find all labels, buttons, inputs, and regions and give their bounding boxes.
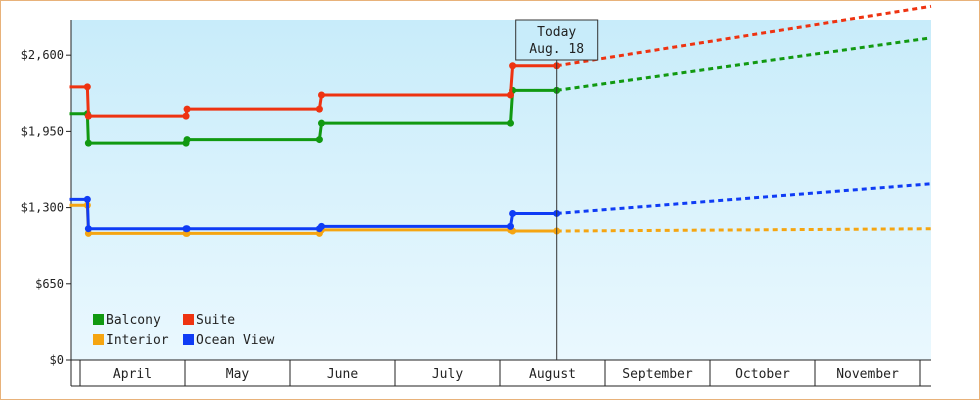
axes: $0 $650 $1,300 $1,950 $2,600 April May June July… xyxy=(21,20,931,387)
data-point-balcony xyxy=(84,139,92,147)
data-point-suite xyxy=(315,105,323,113)
month-label: June xyxy=(327,367,358,382)
month-label: August xyxy=(529,367,576,382)
legend-swatch-suite xyxy=(183,314,194,325)
today-marker: Today Aug. 18 xyxy=(515,19,599,360)
data-point-balcony xyxy=(507,119,514,127)
plot-area xyxy=(71,20,931,360)
series-lines xyxy=(69,4,932,237)
y-tick-label: $1,950 xyxy=(21,124,64,138)
data-point-suite xyxy=(83,83,91,91)
series-suite xyxy=(69,4,932,120)
legend-label-interior: Interior xyxy=(106,333,169,348)
legend-label-balcony: Balcony xyxy=(106,313,161,328)
series-line-ocean-view xyxy=(69,197,557,231)
y-tick-label: $0 xyxy=(50,353,64,367)
data-point-suite xyxy=(183,105,191,113)
month-label: July xyxy=(432,367,463,382)
projection-line-suite xyxy=(556,4,932,68)
data-point-suite xyxy=(182,112,190,120)
data-point-suite xyxy=(84,112,92,120)
y-tick-label: $2,600 xyxy=(21,48,64,62)
data-point-balcony xyxy=(318,119,325,127)
data-point-suite xyxy=(509,62,517,70)
series-line-balcony xyxy=(69,88,557,145)
legend-swatch-balcony xyxy=(93,314,104,325)
month-label: October xyxy=(735,367,790,382)
series-ocean-view xyxy=(69,182,932,233)
legend-label-suite: Suite xyxy=(196,313,235,328)
data-point-suite xyxy=(507,91,514,99)
legend: Balcony Suite Interior Ocean View xyxy=(93,313,274,348)
month-label: May xyxy=(226,367,250,382)
today-box xyxy=(515,19,599,61)
today-date-label: Aug. 18 xyxy=(529,42,584,57)
month-label: April xyxy=(113,367,152,382)
data-point-ocean-view xyxy=(83,195,91,203)
month-label: November xyxy=(836,367,899,382)
legend-label-ocean-view: Ocean View xyxy=(196,333,274,348)
month-label: September xyxy=(622,367,693,382)
legend-swatch-ocean-view xyxy=(183,334,194,345)
data-point-ocean-view xyxy=(509,209,517,217)
data-point-ocean-view xyxy=(183,225,191,233)
data-point-ocean-view xyxy=(318,222,325,230)
data-point-ocean-view xyxy=(507,222,514,230)
legend-swatch-interior xyxy=(93,334,104,345)
data-point-balcony xyxy=(183,136,191,144)
y-tick-label: $1,300 xyxy=(21,201,64,215)
data-point-balcony xyxy=(315,136,323,144)
data-point-suite xyxy=(318,91,325,99)
y-tick-label: $650 xyxy=(35,277,64,291)
data-point-ocean-view xyxy=(84,225,92,233)
today-label: Today xyxy=(537,25,576,40)
series-line-suite xyxy=(69,64,557,118)
